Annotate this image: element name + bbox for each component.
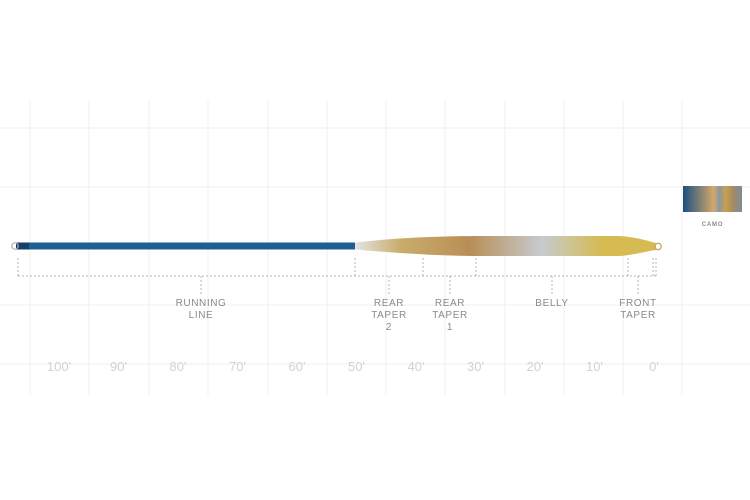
segment-label-line: LINE (189, 310, 214, 321)
segment-label-line: TAPER (432, 310, 468, 321)
segment-label-line: RUNNING (176, 298, 227, 309)
running-line-section (16, 242, 358, 250)
segment-label-line: REAR (374, 298, 404, 309)
scale-tick-label: 100' (47, 359, 71, 374)
scale-tick-label: 70' (229, 359, 246, 374)
scale-tick-label: 60' (289, 359, 306, 374)
scale-tick-label: 90' (110, 359, 127, 374)
segment-label-line: TAPER (371, 310, 407, 321)
scale-tick-label: 40' (408, 359, 425, 374)
running-line-end (16, 242, 29, 250)
camo-swatch (683, 186, 742, 212)
line-head-section (355, 236, 656, 256)
scale-tick-label: 30' (467, 359, 484, 374)
background-grid (0, 100, 750, 395)
scale-tick-label: 0' (649, 359, 659, 374)
scale-tick-label: 20' (527, 359, 544, 374)
segment-label-front-taper: FRONT TAPER (619, 298, 656, 321)
rear-loop-icon (11, 242, 19, 250)
distance-scale: 100' 90' 80' 70' 60' 50' 40' 30' 20' 10' 0' (47, 359, 659, 374)
segment-label-belly: BELLY (535, 298, 568, 309)
fly-line (11, 236, 662, 256)
scale-tick-label: 50' (348, 359, 365, 374)
segment-label-line: BELLY (535, 298, 568, 309)
segment-label-rear-taper-1: REAR TAPER 1 (432, 298, 468, 333)
scale-tick-label: 80' (170, 359, 187, 374)
swatch-label: CAMO (702, 222, 724, 228)
segment-brackets (17, 258, 657, 294)
segment-label-line: TAPER (620, 310, 656, 321)
scale-tick-label: 10' (586, 359, 603, 374)
segment-label-rear-taper-2: REAR TAPER 2 (371, 298, 407, 333)
segment-label-line: FRONT (619, 298, 656, 309)
segment-label-line: 1 (447, 322, 453, 333)
segment-label-line: REAR (435, 298, 465, 309)
segment-label-line: 2 (386, 322, 392, 333)
front-loop-icon (654, 242, 662, 251)
segment-label-running-line: RUNNING LINE (176, 298, 227, 321)
color-swatch: CAMO (683, 186, 742, 228)
